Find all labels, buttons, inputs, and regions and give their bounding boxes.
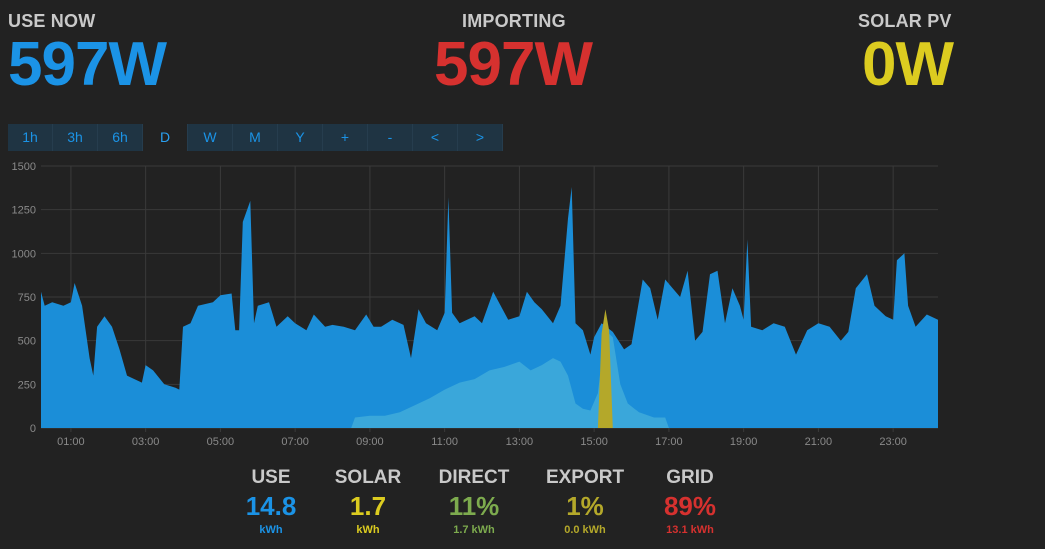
- use-area: [41, 187, 938, 428]
- summary-direct-title: DIRECT: [438, 467, 510, 488]
- solar-area: [351, 330, 669, 428]
- solar-pv-title: SOLAR PV: [858, 11, 952, 31]
- y-axis-labels: 0 250 500 750 1000 1250 1500: [12, 161, 36, 435]
- summary-solar: SOLAR 1.7 kWh: [318, 467, 418, 537]
- x-axis-labels: 01:00 03:00 05:00 07:00 09:00 11:00 13:00 15:00…: [57, 436, 907, 448]
- importing-value: 597W: [434, 30, 593, 99]
- x-tick-label: 01:00: [57, 436, 85, 448]
- solar-pv-value: 0W: [862, 30, 954, 99]
- y-tick-label: 1500: [12, 161, 36, 173]
- range-3h-button[interactable]: 3h: [53, 124, 98, 151]
- summary-solar-unit: kWh: [356, 524, 380, 536]
- export-area: [597, 309, 613, 428]
- y-tick-label: 0: [30, 423, 36, 435]
- x-tick-label: 07:00: [281, 436, 309, 448]
- summary-direct: DIRECT 11% 1.7 kWh: [424, 467, 524, 537]
- summary-export-value: 1%: [566, 491, 604, 521]
- x-tick-label: 09:00: [356, 436, 384, 448]
- summary-use-unit: kWh: [259, 524, 283, 536]
- solar-pv-stat: SOLAR PV 0W: [858, 10, 954, 99]
- x-tick-label: 15:00: [580, 436, 608, 448]
- summary-export-unit: 0.0 kWh: [564, 524, 606, 536]
- chart-areas: [41, 187, 938, 428]
- zoom-in-button[interactable]: +: [323, 124, 368, 151]
- y-tick-label: 750: [18, 292, 36, 304]
- x-tick-label: 23:00: [879, 436, 907, 448]
- use-now-stat: USE NOW 597W: [8, 10, 167, 99]
- time-range-toolbar: 1h 3h 6h D W M Y + - < >: [8, 124, 503, 151]
- x-tick-label: 19:00: [730, 436, 758, 448]
- range-month-button[interactable]: M: [233, 124, 278, 151]
- range-week-button[interactable]: W: [188, 124, 233, 151]
- zoom-out-button[interactable]: -: [368, 124, 413, 151]
- summary-use: USE 14.8 kWh: [221, 467, 321, 537]
- summary-solar-value: 1.7: [349, 491, 387, 521]
- summary-direct-value: 11%: [448, 491, 500, 521]
- importing-stat: IMPORTING 597W: [434, 10, 593, 99]
- y-tick-label: 250: [18, 379, 36, 391]
- summary-export-title: EXPORT: [545, 467, 625, 488]
- summary-grid-unit: 13.1 kWh: [666, 524, 714, 536]
- y-tick-label: 1250: [12, 205, 36, 217]
- summary-solar-title: SOLAR: [334, 467, 402, 488]
- pan-left-button[interactable]: <: [413, 124, 458, 151]
- use-now-title: USE NOW: [8, 11, 96, 31]
- summary-export: EXPORT 1% 0.0 kWh: [535, 467, 635, 537]
- summary-use-title: USE: [251, 467, 291, 488]
- range-day-button[interactable]: D: [143, 124, 188, 151]
- x-tick-label: 21:00: [805, 436, 833, 448]
- importing-title: IMPORTING: [462, 11, 566, 31]
- summary-grid-value: 89%: [663, 491, 717, 521]
- x-tick-label: 05:00: [207, 436, 235, 448]
- summary-grid: GRID 89% 13.1 kWh: [640, 467, 740, 537]
- x-tick-label: 13:00: [506, 436, 534, 448]
- y-tick-label: 1000: [12, 248, 36, 260]
- summary-grid-title: GRID: [666, 467, 714, 488]
- use-now-value: 597W: [8, 30, 167, 99]
- x-tick-label: 03:00: [132, 436, 160, 448]
- x-tick-label: 17:00: [655, 436, 683, 448]
- power-chart[interactable]: 0 250 500 750 1000 1250 1500 01:00 03:00 05:00 07…: [0, 152, 1045, 457]
- range-year-button[interactable]: Y: [278, 124, 323, 151]
- y-tick-label: 500: [18, 336, 36, 348]
- pan-right-button[interactable]: >: [458, 124, 503, 151]
- summary-direct-unit: 1.7 kWh: [453, 524, 495, 536]
- range-6h-button[interactable]: 6h: [98, 124, 143, 151]
- summary-use-value: 14.8: [245, 491, 297, 521]
- x-tick-label: 11:00: [431, 436, 458, 448]
- range-1h-button[interactable]: 1h: [8, 124, 53, 151]
